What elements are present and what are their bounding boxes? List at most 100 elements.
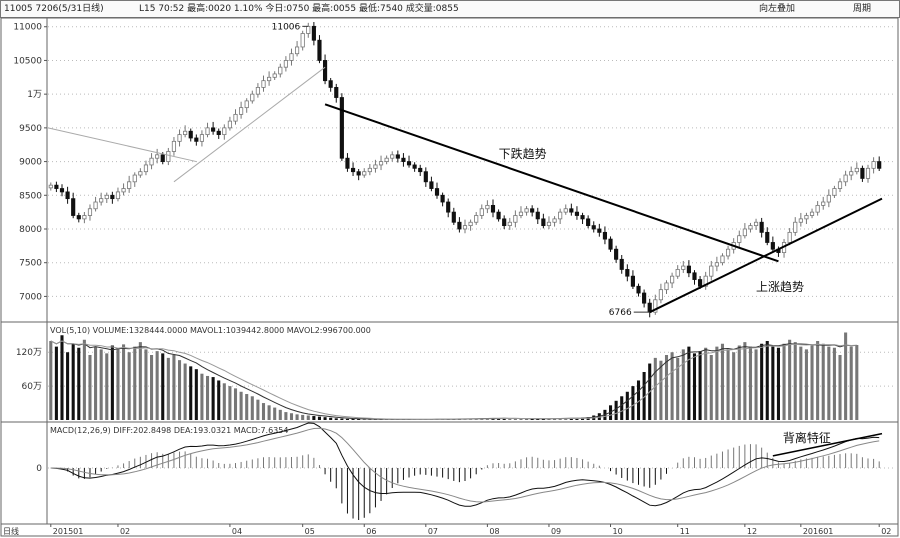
x-tick-label: 02 bbox=[120, 527, 130, 536]
candle-body bbox=[558, 211, 563, 220]
candle-body bbox=[625, 269, 630, 277]
candle-body bbox=[636, 285, 641, 294]
candle-body bbox=[591, 225, 596, 230]
price-tick-label: 7000 bbox=[19, 292, 42, 302]
candle-body bbox=[692, 272, 697, 280]
candle-body bbox=[306, 25, 311, 34]
x-tick-label: 11 bbox=[680, 527, 690, 536]
candle-body bbox=[451, 211, 456, 223]
candle-body bbox=[429, 181, 434, 189]
candle-body bbox=[59, 188, 65, 193]
uptrend-line-early bbox=[173, 66, 326, 183]
candle-body bbox=[552, 218, 557, 223]
candle-body bbox=[132, 174, 137, 183]
candle-body bbox=[250, 93, 255, 102]
macd-line bbox=[50, 427, 880, 503]
candle-body bbox=[423, 171, 428, 183]
price-tick-label: 7500 bbox=[19, 259, 42, 269]
candle-body bbox=[54, 184, 59, 189]
candle-body bbox=[698, 279, 703, 287]
volume-ma-line bbox=[50, 340, 857, 420]
candle-body bbox=[233, 113, 238, 122]
candle-body bbox=[725, 248, 731, 257]
candle-body bbox=[227, 120, 232, 129]
candle-body bbox=[457, 221, 462, 230]
candle-body bbox=[127, 181, 132, 189]
candle-body bbox=[216, 130, 221, 136]
x-tick-label: 02 bbox=[881, 527, 891, 536]
candle-body bbox=[418, 167, 423, 173]
candle-body bbox=[530, 208, 535, 213]
price-tick-label: 9000 bbox=[19, 158, 42, 168]
x-tick-label: 10 bbox=[613, 527, 623, 536]
candle-body bbox=[143, 164, 149, 173]
candle-body bbox=[160, 154, 165, 162]
candle-body bbox=[709, 265, 714, 277]
candle-body bbox=[502, 218, 507, 227]
candle-body bbox=[390, 154, 395, 159]
macd-panel: MACD(12,26,9) DIFF:202.8498 DEA:193.0321… bbox=[50, 422, 883, 520]
candle-body bbox=[770, 242, 775, 250]
candle-body bbox=[149, 157, 154, 166]
candle-body bbox=[462, 225, 468, 230]
candle-body bbox=[395, 154, 400, 159]
support-line-early bbox=[47, 127, 197, 163]
candle-body bbox=[222, 127, 227, 136]
candle-body bbox=[753, 221, 759, 227]
period-button[interactable]: 周期 bbox=[853, 4, 872, 14]
candle-body bbox=[295, 46, 300, 55]
overlay-left-button[interactable]: 向左叠加 bbox=[759, 4, 796, 14]
candle-body bbox=[524, 208, 529, 213]
candle-body bbox=[580, 215, 585, 220]
candle-body bbox=[446, 201, 451, 213]
grid-lines bbox=[48, 26, 896, 469]
candle-body bbox=[115, 191, 121, 200]
macd-tick-label: 0 bbox=[36, 464, 42, 474]
candle-body bbox=[71, 198, 76, 216]
candle-body bbox=[737, 235, 742, 243]
candle-body bbox=[138, 171, 143, 176]
candle-body bbox=[255, 87, 260, 95]
candle-body bbox=[378, 161, 384, 166]
candle-body bbox=[832, 188, 837, 196]
candle-body bbox=[110, 194, 115, 200]
candle-body bbox=[121, 188, 126, 193]
candle-body bbox=[513, 215, 518, 223]
candle-body bbox=[670, 275, 675, 284]
candle-body bbox=[267, 76, 272, 82]
candle-body bbox=[328, 80, 333, 88]
axis-labels: 11000 10500 1万 9500 9000 8500 8000 7500 7000 120万… bbox=[3, 23, 891, 536]
candle-body bbox=[406, 161, 412, 166]
candle-body bbox=[569, 208, 574, 213]
candle-body bbox=[563, 208, 568, 213]
downtrend-label: 下跌趋势 bbox=[499, 146, 547, 161]
candle-body bbox=[362, 171, 367, 176]
candle-body bbox=[367, 167, 372, 173]
candle-body bbox=[289, 53, 294, 61]
candle-body bbox=[48, 184, 53, 189]
divergence-label: 背离特征 bbox=[783, 430, 831, 445]
x-tick-label: 08 bbox=[489, 527, 499, 536]
candle-body bbox=[826, 194, 831, 203]
candle-body bbox=[849, 171, 854, 176]
candle-body bbox=[188, 130, 193, 139]
panel-frames bbox=[0, 17, 899, 537]
candle-body bbox=[759, 221, 764, 233]
candle-body bbox=[865, 167, 871, 179]
candle-body bbox=[401, 157, 406, 162]
candle-body bbox=[356, 171, 361, 176]
candle-body bbox=[244, 100, 249, 109]
macd-line bbox=[50, 422, 880, 507]
candle-body bbox=[317, 39, 322, 61]
candle-body bbox=[742, 228, 747, 237]
candle-body bbox=[720, 255, 725, 264]
price-tick-label: 10500 bbox=[13, 56, 42, 66]
candle-body bbox=[765, 231, 770, 243]
candle-body bbox=[614, 248, 619, 260]
candle-body bbox=[541, 218, 546, 227]
x-tick-label: 201501 bbox=[53, 527, 84, 536]
outer-frame bbox=[0, 17, 899, 537]
candle-body bbox=[686, 265, 691, 274]
